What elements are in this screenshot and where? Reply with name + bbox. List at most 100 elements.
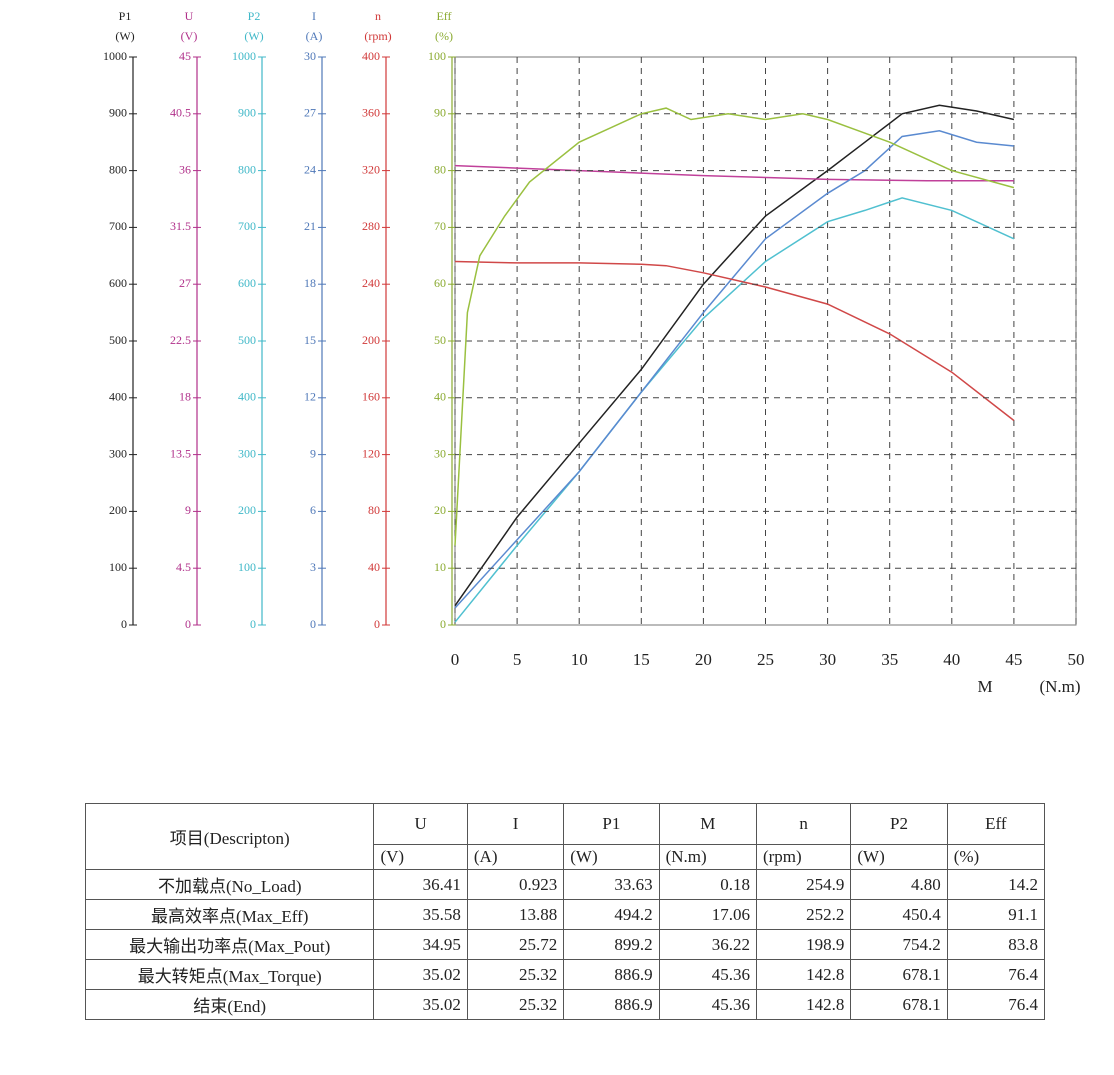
- chart: 0 5 10 15 20 25 30 35 40 45 50M (N.m)P1(W)010020030…: [103, 9, 1085, 696]
- y-tick-label: 18: [304, 276, 316, 290]
- y-tick-label: 700: [109, 219, 127, 233]
- axis-unit: (V): [181, 29, 198, 43]
- y-tick-label: 13.5: [170, 446, 191, 460]
- y-tick-label: 700: [238, 219, 256, 233]
- y-tick-label: 100: [238, 560, 256, 574]
- y-tick-label: 36: [179, 162, 191, 176]
- y-tick-label: 160: [362, 390, 380, 404]
- y-tick-label: 600: [109, 276, 127, 290]
- y-tick-label: 0: [121, 617, 127, 631]
- y-tick-label: 120: [362, 446, 380, 460]
- table-cell: I: [466, 803, 565, 845]
- table-cell: (W): [563, 844, 660, 870]
- y-tick-label: 80: [368, 503, 380, 517]
- y-tick-label: 22.5: [170, 333, 191, 347]
- table-cell: 结束(End): [84, 989, 375, 1020]
- y-tick-label: 0: [440, 617, 446, 631]
- y-tick-label: 50: [434, 333, 446, 347]
- y-tick-label: 60: [434, 276, 446, 290]
- table-cell: 35.02: [373, 959, 468, 990]
- axis-name: P1: [119, 9, 132, 23]
- table-cell: 17.06: [658, 899, 757, 930]
- x-tick-label: 5: [513, 650, 522, 669]
- axis-unit: (W): [244, 29, 263, 43]
- table-cell: (N.m): [658, 844, 757, 870]
- x-tick-label: 30: [819, 650, 836, 669]
- table-cell: 254.9: [755, 869, 852, 900]
- table-cell: 最高效率点(Max_Eff): [84, 899, 375, 930]
- table-cell: P2: [850, 803, 948, 845]
- y-tick-label: 500: [238, 333, 256, 347]
- y-tick-label: 15: [304, 333, 316, 347]
- y-tick-label: 9: [185, 503, 191, 517]
- y-tick-label: 200: [362, 333, 380, 347]
- table-cell: 35.02: [373, 989, 468, 1020]
- table-cell: 14.2: [946, 869, 1046, 900]
- y-tick-label: 400: [238, 390, 256, 404]
- table-row: 最高效率点(Max_Eff) 35.58 13.88 494.2 17.06 252.2 4…: [84, 899, 1046, 930]
- table-cell: (rpm): [755, 844, 852, 870]
- axis-name: n: [375, 9, 381, 23]
- y-tick-label: 18: [179, 390, 191, 404]
- table-cell: Eff: [946, 803, 1046, 845]
- x-tick-label: 15: [633, 650, 650, 669]
- table-cell: 886.9: [563, 959, 660, 990]
- table-cell: 33.63: [563, 869, 660, 900]
- table-cell: n: [755, 803, 852, 845]
- table-cell: 76.4: [946, 959, 1046, 990]
- table-cell: 45.36: [658, 959, 757, 990]
- y-tick-label: 1000: [103, 49, 127, 63]
- table-cell: 45.36: [658, 989, 757, 1020]
- table-cell: 142.8: [755, 989, 852, 1020]
- y-tick-label: 21: [304, 219, 316, 233]
- table-cell: (%): [946, 844, 1046, 870]
- table-cell: 678.1: [850, 959, 948, 990]
- y-tick-label: 30: [304, 49, 316, 63]
- curve: [454, 104, 1015, 607]
- table-row: 最大输出功率点(Max_Pout) 34.95 25.72 899.2 36.22 198…: [84, 929, 1046, 960]
- curve: [454, 107, 1015, 546]
- y-tick-label: 200: [109, 503, 127, 517]
- axis-unit: (A): [306, 29, 323, 43]
- table-cell: 项目(Descripton): [84, 803, 375, 870]
- curve: [454, 260, 1015, 422]
- x-tick-label: 45: [1005, 650, 1022, 669]
- y-tick-label: 40: [434, 390, 446, 404]
- table-cell: 754.2: [850, 929, 948, 960]
- table-cell: 34.95: [373, 929, 468, 960]
- x-tick-label: 20: [695, 650, 712, 669]
- y-tick-label: 0: [310, 617, 316, 631]
- axis-unit: (rpm): [364, 29, 391, 43]
- table-cell: 最大输出功率点(Max_Pout): [84, 929, 375, 960]
- axis-name: I: [312, 9, 316, 23]
- table-cell: 35.58: [373, 899, 468, 930]
- y-tick-label: 400: [362, 49, 380, 63]
- y-tick-label: 300: [238, 446, 256, 460]
- table-cell: 36.41: [373, 869, 468, 900]
- y-tick-label: 9: [310, 446, 316, 460]
- y-tick-label: 240: [362, 276, 380, 290]
- y-tick-label: 0: [250, 617, 256, 631]
- y-tick-label: 0: [374, 617, 380, 631]
- y-tick-label: 30: [434, 446, 446, 460]
- y-tick-label: 12: [304, 390, 316, 404]
- table-cell: 不加载点(No_Load): [84, 869, 375, 900]
- table-row: 最大转矩点(Max_Torque) 35.02 25.32 886.9 45.36 142…: [84, 959, 1046, 990]
- x-tick-label: 40: [943, 650, 960, 669]
- y-tick-label: 320: [362, 162, 380, 176]
- table-cell: M: [658, 803, 757, 845]
- table-cell: (W): [850, 844, 948, 870]
- y-tick-label: 280: [362, 219, 380, 233]
- x-tick-label: 10: [571, 650, 588, 669]
- table-cell: 899.2: [563, 929, 660, 960]
- y-tick-label: 40: [368, 560, 380, 574]
- table-cell: 886.9: [563, 989, 660, 1020]
- y-tick-label: 200: [238, 503, 256, 517]
- x-axis-unit: (N.m): [1039, 677, 1080, 696]
- table-cell: (A): [466, 844, 565, 870]
- y-tick-label: 90: [434, 106, 446, 120]
- table-cell: 最大转矩点(Max_Torque): [84, 959, 375, 990]
